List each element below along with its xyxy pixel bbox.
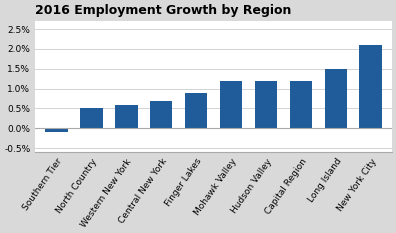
Bar [115,104,137,128]
Bar [150,100,173,128]
Bar [255,81,277,128]
Bar [185,93,208,128]
Bar [80,109,103,128]
Bar [45,128,68,132]
Bar [325,69,347,128]
Bar [289,81,312,128]
Text: 2016 Employment Growth by Region: 2016 Employment Growth by Region [35,4,291,17]
Bar [220,81,242,128]
Bar [360,45,382,128]
